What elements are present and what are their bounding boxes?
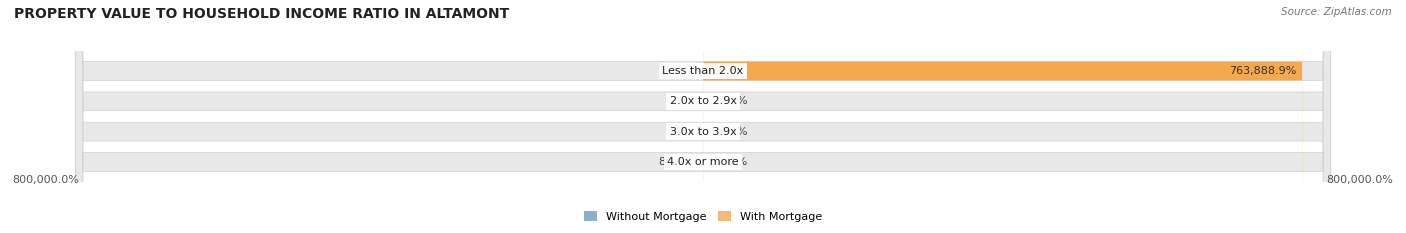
Text: PROPERTY VALUE TO HOUSEHOLD INCOME RATIO IN ALTAMONT: PROPERTY VALUE TO HOUSEHOLD INCOME RATIO… [14,7,509,21]
Text: 3.0x to 3.9x: 3.0x to 3.9x [669,127,737,137]
Text: 2.0x to 2.9x: 2.0x to 2.9x [669,96,737,106]
Legend: Without Mortgage, With Mortgage: Without Mortgage, With Mortgage [583,211,823,222]
Text: 22.2%: 22.2% [713,127,748,137]
FancyBboxPatch shape [76,0,1330,233]
Text: 4.0x or more: 4.0x or more [668,157,738,167]
FancyBboxPatch shape [703,0,1302,233]
Text: 763,888.9%: 763,888.9% [1229,66,1296,76]
FancyBboxPatch shape [76,0,1330,233]
Text: Source: ZipAtlas.com: Source: ZipAtlas.com [1281,7,1392,17]
Text: 80.0%: 80.0% [658,157,693,167]
FancyBboxPatch shape [76,0,1330,233]
Text: 22.2%: 22.2% [713,96,748,106]
Text: 0.0%: 0.0% [665,127,693,137]
Text: 800,000.0%: 800,000.0% [13,175,79,185]
FancyBboxPatch shape [76,0,1330,233]
Text: 33.3%: 33.3% [713,157,748,167]
Text: 10.0%: 10.0% [658,66,693,76]
Text: 0.0%: 0.0% [665,96,693,106]
Text: Less than 2.0x: Less than 2.0x [662,66,744,76]
Text: 800,000.0%: 800,000.0% [1327,175,1393,185]
